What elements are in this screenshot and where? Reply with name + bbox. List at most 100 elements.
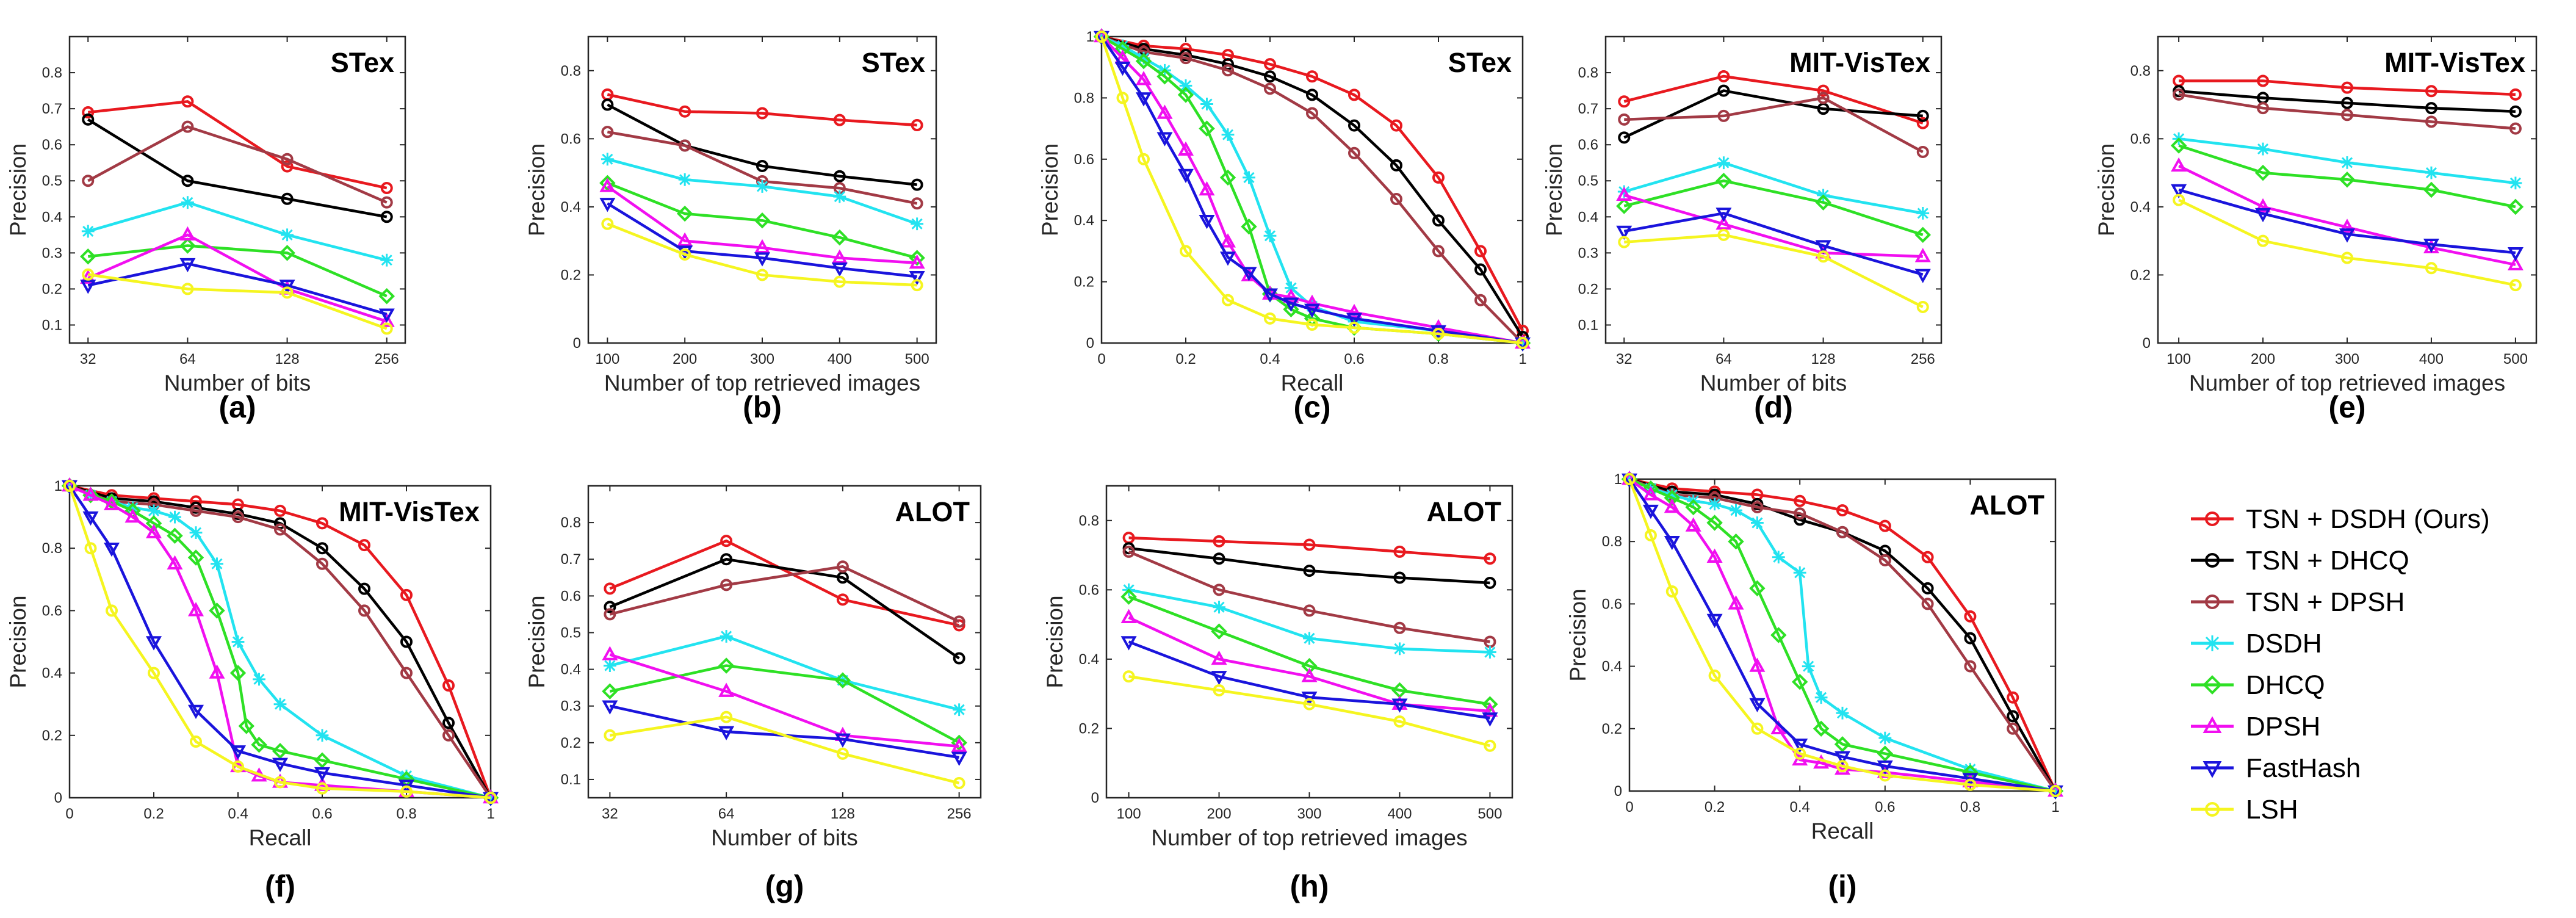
data-point (1814, 691, 1828, 704)
chart-panel-a: 32 64 128 256 0.1 0.2 0.3 0.4 0.5 0.6 0.7 0.8 Number… (5, 35, 406, 424)
data-point (2257, 102, 2270, 115)
data-point (1219, 251, 1236, 266)
data-point (1877, 760, 1893, 775)
data-point (232, 511, 244, 524)
y-axis-label: Precision (524, 143, 549, 236)
series-tsn-dsdh-ours (601, 88, 923, 132)
panel-label: (d) (1754, 390, 1793, 424)
data-point (601, 217, 614, 230)
data-point (2341, 81, 2353, 94)
data-point (1180, 245, 1192, 258)
x-tick-label: 0.2 (1705, 799, 1725, 815)
series-line (69, 484, 492, 799)
series-line (1628, 479, 2056, 793)
data-point (1964, 660, 1977, 673)
x-axis-label: Number of top retrieved images (2189, 370, 2505, 396)
data-point (1749, 580, 1766, 597)
series-dsdh (1122, 583, 1496, 659)
y-tick-label: 0.3 (561, 698, 581, 715)
data-point (1222, 64, 1234, 77)
data-point (1794, 494, 1806, 507)
data-point (1964, 762, 1977, 776)
series-line (1623, 89, 1923, 139)
data-point (1517, 337, 1529, 349)
series-fasthash (1616, 208, 1931, 283)
data-point (485, 792, 497, 804)
series-dhcq (602, 657, 967, 751)
y-tick-label: 0.4 (561, 199, 581, 215)
data-point (836, 560, 849, 573)
data-point (1393, 715, 1406, 728)
data-point (1122, 670, 1135, 683)
x-tick-label: 0.8 (396, 806, 416, 822)
x-tick-label: 128 (1811, 351, 1836, 367)
data-point (179, 258, 196, 273)
data-point (1716, 173, 1732, 189)
data-point (1348, 321, 1360, 334)
data-point (1717, 156, 1730, 170)
series-line (1101, 35, 1523, 345)
series-tsn-dsdh-ours (604, 535, 965, 632)
y-tick-label: 0.3 (42, 245, 62, 261)
x-axis-label: Recall (1281, 370, 1344, 396)
y-axis-label: Precision (1037, 143, 1063, 236)
data-point (756, 159, 768, 172)
data-point (1751, 501, 1764, 513)
data-point (380, 211, 393, 223)
data-point (1717, 70, 1730, 82)
data-point (84, 542, 97, 555)
y-tick-label: 0.2 (561, 267, 581, 283)
data-point (400, 588, 413, 601)
data-point (358, 604, 370, 617)
data-point (1772, 551, 1785, 564)
data-point (911, 119, 923, 132)
data-point (400, 635, 413, 648)
data-point (1716, 215, 1732, 230)
series-line (1128, 675, 1491, 748)
panel-label: (c) (1293, 390, 1330, 424)
data-point (1921, 551, 1934, 563)
data-point (1213, 601, 1225, 614)
data-point (1179, 79, 1192, 92)
series-dpsh (2171, 157, 2524, 270)
data-point (82, 486, 99, 501)
data-point (2341, 251, 2353, 264)
data-point (601, 98, 614, 111)
legend-label: TSN + DSDH (Ours) (2246, 504, 2490, 534)
x-tick-label: 300 (1297, 806, 1321, 822)
data-point (145, 515, 162, 532)
data-point (1618, 131, 1631, 144)
x-tick-label: 200 (1207, 806, 1232, 822)
legend-label: DPSH (2246, 712, 2320, 742)
data-point (1665, 585, 1678, 598)
data-point (1199, 120, 1215, 137)
data-point (1618, 113, 1631, 126)
data-point (604, 582, 616, 595)
x-tick-label: 400 (828, 351, 852, 367)
series-line (1628, 478, 2056, 793)
series-line (1624, 233, 1924, 308)
plot-area (587, 485, 982, 799)
data-point (1221, 128, 1235, 142)
data-point (2423, 239, 2439, 253)
data-point (2509, 176, 2522, 190)
data-point (1219, 233, 1236, 248)
data-point (1664, 536, 1680, 551)
x-tick-label: 0.6 (312, 806, 332, 822)
data-point (951, 737, 967, 753)
x-tick-label: 0.8 (1428, 351, 1448, 367)
x-tick-label: 200 (673, 351, 697, 367)
x-tick-label: 0 (1097, 351, 1105, 367)
data-point (1792, 751, 1808, 766)
data-point (1706, 613, 1723, 629)
data-point (400, 769, 413, 782)
y-tick-label: 0.8 (2130, 63, 2151, 79)
data-point (1346, 303, 1363, 318)
data-point (2049, 785, 2062, 797)
chart-title: ALOT (1970, 490, 2044, 521)
data-point (1285, 281, 1297, 295)
y-tick-label: 0.1 (1578, 317, 1598, 333)
data-point (2340, 156, 2354, 169)
series-line (607, 202, 917, 278)
y-tick-label: 0.6 (561, 131, 581, 147)
